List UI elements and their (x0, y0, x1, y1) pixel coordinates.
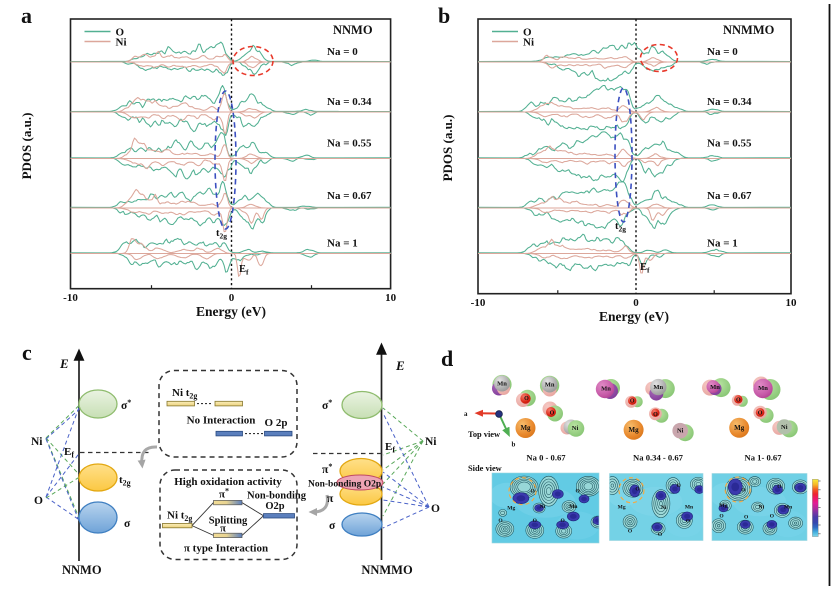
svg-text:π: π (220, 524, 226, 535)
svg-text:Energy (eV): Energy (eV) (599, 309, 669, 324)
svg-text:Ni: Ni (425, 436, 437, 448)
svg-text:a: a (21, 3, 32, 28)
svg-text:Energy (eV): Energy (eV) (196, 304, 266, 319)
svg-text:O: O (744, 514, 749, 520)
svg-text:Non-bonding O2p: Non-bonding O2p (308, 480, 381, 490)
svg-text:O: O (770, 514, 775, 520)
svg-text:O: O (630, 399, 635, 405)
svg-text:O: O (560, 518, 565, 524)
svg-text:c: c (22, 340, 32, 365)
svg-text:Na 0.34 - 0.67: Na 0.34 - 0.67 (633, 453, 684, 463)
svg-text:Ni: Ni (31, 436, 43, 448)
svg-text:Na 0 - 0.67: Na 0 - 0.67 (526, 453, 566, 463)
svg-text:Side view: Side view (468, 464, 502, 473)
svg-text:Na = 1: Na = 1 (327, 238, 358, 250)
svg-text:Mn: Mn (685, 504, 693, 510)
svg-text:Mn: Mn (601, 386, 611, 393)
svg-text:PDOS (a.u.): PDOS (a.u.) (440, 115, 455, 182)
svg-text:O: O (777, 484, 782, 490)
svg-text:0: 0 (633, 297, 639, 309)
svg-text:Na = 0.55: Na = 0.55 (707, 138, 752, 150)
svg-text:Mn: Mn (784, 504, 792, 510)
svg-text:-10: -10 (63, 292, 78, 304)
svg-text:Ni: Ni (572, 425, 579, 432)
svg-text:NNMMO: NNMMO (723, 23, 775, 37)
svg-text:O: O (736, 397, 741, 403)
svg-text:10: 10 (385, 292, 397, 304)
svg-text:10: 10 (786, 297, 798, 309)
svg-text:d: d (441, 346, 453, 371)
svg-text:Mg: Mg (734, 424, 745, 432)
svg-text:Top view: Top view (468, 430, 500, 439)
svg-text:Na = 0.55: Na = 0.55 (327, 138, 372, 150)
svg-text:Na = 0: Na = 0 (707, 46, 738, 58)
svg-text:O: O (550, 411, 555, 417)
svg-text:O: O (635, 486, 640, 492)
svg-text:Ni: Ni (523, 37, 534, 49)
svg-text:O: O (658, 532, 663, 538)
svg-text:Na = 0.34: Na = 0.34 (327, 96, 372, 108)
svg-text:O: O (431, 503, 440, 515)
svg-text:E: E (59, 356, 69, 371)
svg-text:Na = 0.67: Na = 0.67 (707, 190, 752, 202)
svg-text:Mg: Mg (629, 426, 640, 434)
svg-text:Ni: Ni (759, 504, 765, 510)
svg-text:Na 1- 0.67: Na 1- 0.67 (745, 453, 783, 463)
svg-text:Mn: Mn (569, 504, 577, 510)
svg-text:Splitting: Splitting (209, 516, 248, 527)
svg-text:b: b (438, 3, 450, 28)
svg-text:σ: σ (329, 520, 336, 532)
svg-text:O: O (719, 514, 724, 520)
svg-text:No Interaction: No Interaction (187, 415, 256, 427)
svg-text:π: π (327, 493, 334, 505)
svg-text:O: O (524, 396, 529, 402)
svg-text:Mg: Mg (507, 505, 515, 511)
svg-text:E: E (395, 358, 405, 373)
svg-text:O: O (686, 518, 691, 524)
svg-text:O: O (575, 489, 580, 495)
svg-text:Non-bonding: Non-bonding (247, 491, 307, 502)
svg-text:O: O (741, 488, 746, 494)
svg-text:π type Interaction: π type Interaction (184, 543, 268, 555)
svg-text:O: O (531, 489, 536, 495)
svg-text:Mn: Mn (758, 385, 768, 392)
svg-text:Ni: Ni (781, 424, 788, 431)
svg-text:Na = 0.67: Na = 0.67 (327, 190, 372, 202)
svg-text:Ni: Ni (677, 428, 684, 435)
svg-text:NNMO: NNMO (333, 23, 373, 37)
svg-text:O: O (628, 528, 633, 534)
svg-text:Mg: Mg (618, 504, 626, 510)
svg-text:σ: σ (124, 518, 131, 530)
svg-text:Mg: Mg (520, 424, 531, 432)
svg-text:Na = 0.34: Na = 0.34 (707, 96, 752, 108)
svg-text:O: O (653, 412, 658, 418)
svg-text:NNMMO: NNMMO (361, 563, 413, 577)
svg-text:O: O (758, 410, 763, 416)
svg-text:O 2p: O 2p (265, 417, 288, 429)
svg-text:O: O (677, 483, 682, 489)
svg-text:Mn: Mn (497, 381, 507, 388)
svg-text:Mn: Mn (710, 384, 720, 391)
svg-text:-10: -10 (471, 297, 486, 309)
svg-text:Ni: Ni (540, 504, 546, 510)
svg-text:Mn: Mn (545, 382, 555, 389)
svg-text:Ni: Ni (661, 505, 667, 511)
svg-text:O2p: O2p (265, 501, 284, 512)
svg-text:Ni: Ni (116, 37, 127, 49)
svg-text:PDOS (a.u.): PDOS (a.u.) (19, 113, 34, 180)
svg-text:NNMO: NNMO (62, 563, 102, 577)
svg-text:Mg: Mg (719, 503, 727, 509)
svg-text:0: 0 (229, 292, 235, 304)
svg-text:O: O (533, 518, 538, 524)
svg-text:Na = 1: Na = 1 (707, 238, 738, 250)
svg-text:Mn: Mn (653, 384, 663, 391)
svg-text:a: a (464, 410, 468, 418)
svg-text:O: O (498, 518, 503, 524)
svg-text:Na = 0: Na = 0 (327, 46, 358, 58)
svg-text:O: O (34, 495, 43, 507)
svg-text:b: b (512, 441, 516, 449)
